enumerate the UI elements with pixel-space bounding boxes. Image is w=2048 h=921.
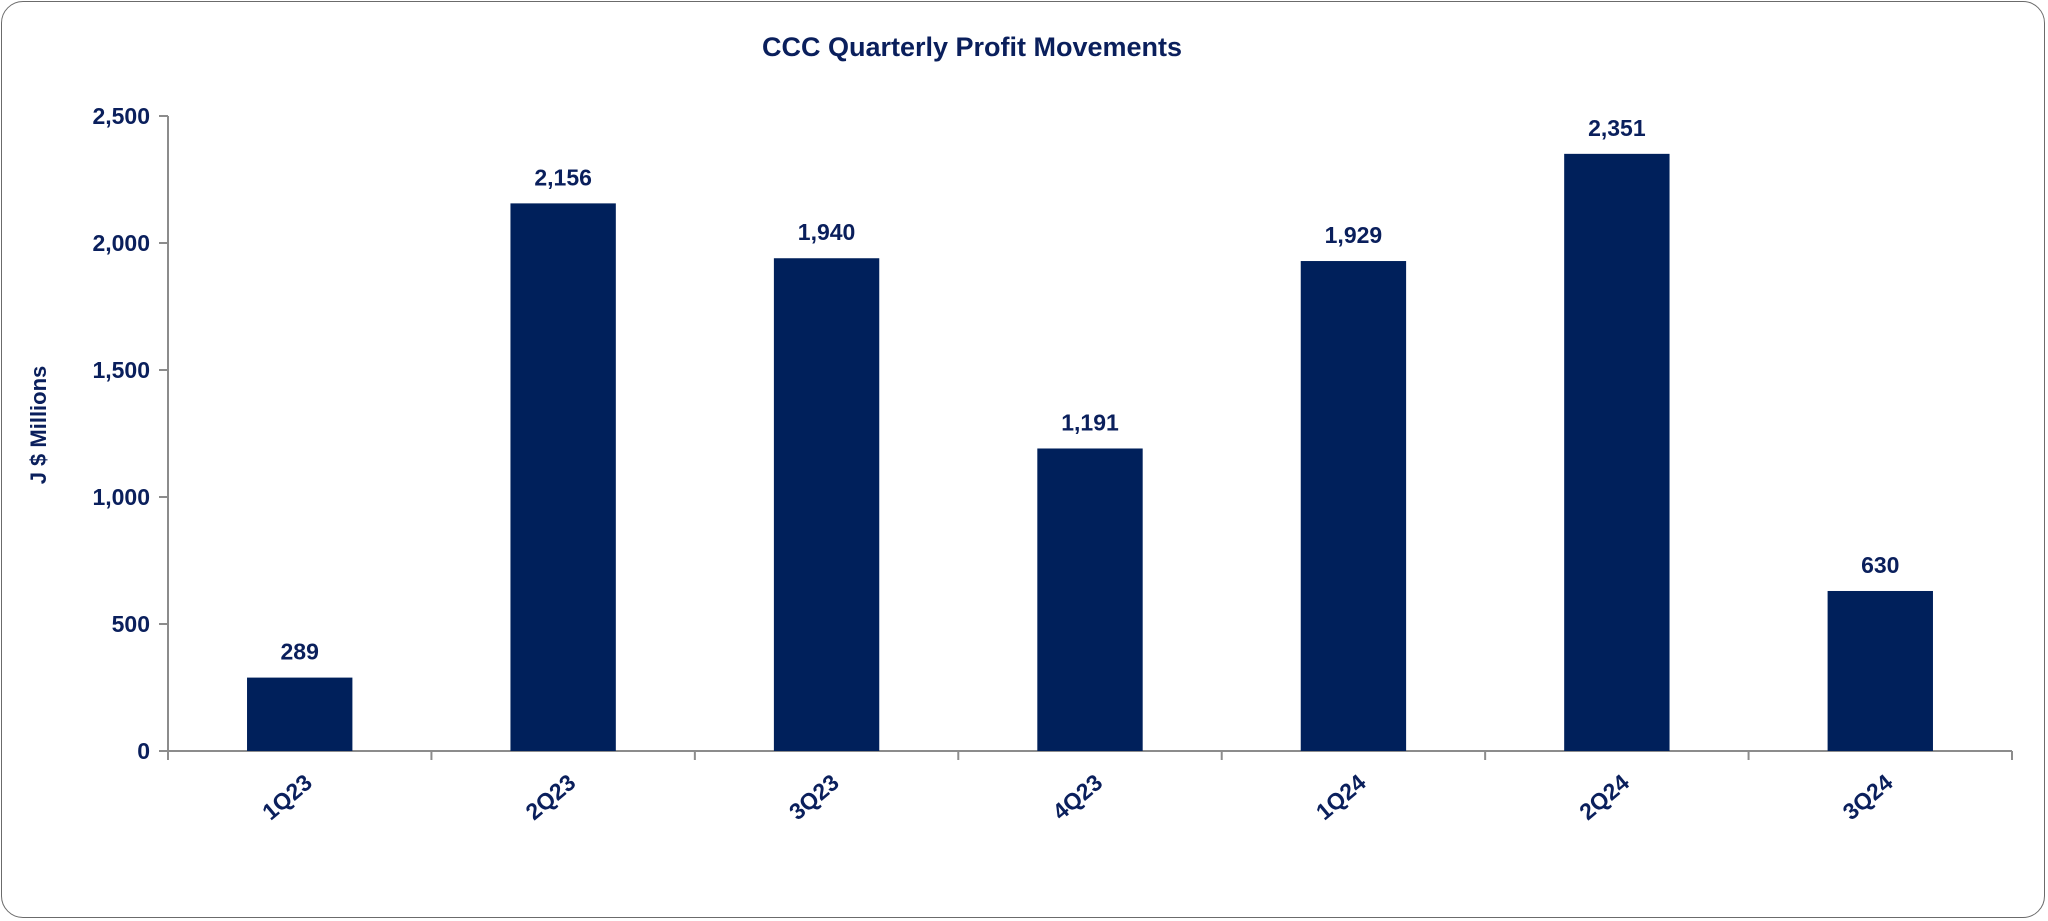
y-axis: 0 500 1,000 1,500 2,000 2,500 <box>92 103 169 764</box>
bar <box>1827 590 1933 751</box>
bar <box>1300 261 1407 751</box>
category-label: 1Q24 <box>1311 769 1371 825</box>
bar <box>1564 153 1670 751</box>
bars-group <box>247 153 1933 752</box>
bar <box>1037 448 1143 751</box>
data-label: 1,191 <box>1061 409 1119 435</box>
category-label: 4Q23 <box>1047 769 1107 825</box>
bar <box>510 203 616 752</box>
data-label: 630 <box>1861 552 1899 578</box>
chart-title: CCC Quarterly Profit Movements <box>762 32 1182 62</box>
y-tick-label: 1,500 <box>92 357 150 383</box>
y-tick-label: 0 <box>137 738 150 764</box>
category-label: 3Q23 <box>784 769 844 825</box>
y-tick-label: 1,000 <box>92 484 150 510</box>
data-labels-group: 289 2,156 1,940 1,191 1,929 2,351 630 <box>281 115 1900 665</box>
y-axis-label: J $ Millions <box>26 366 51 485</box>
category-label: 3Q24 <box>1838 769 1898 825</box>
data-label: 1,940 <box>798 219 856 245</box>
y-tick-label: 2,000 <box>92 230 150 256</box>
bar <box>773 258 880 751</box>
y-tick-label: 500 <box>112 611 150 637</box>
data-label: 1,929 <box>1325 222 1383 248</box>
x-axis <box>167 750 2013 760</box>
bar <box>247 677 353 751</box>
category-label: 2Q23 <box>521 769 581 825</box>
data-label: 2,156 <box>534 164 592 190</box>
category-label: 1Q23 <box>257 769 317 825</box>
data-label: 2,351 <box>1588 115 1646 141</box>
data-label: 289 <box>281 639 319 665</box>
category-label: 2Q24 <box>1574 769 1634 825</box>
category-labels-group: 1Q23 2Q23 3Q23 4Q23 1Q24 2Q24 3Q24 <box>257 769 1898 825</box>
y-tick-label: 2,500 <box>92 103 150 129</box>
